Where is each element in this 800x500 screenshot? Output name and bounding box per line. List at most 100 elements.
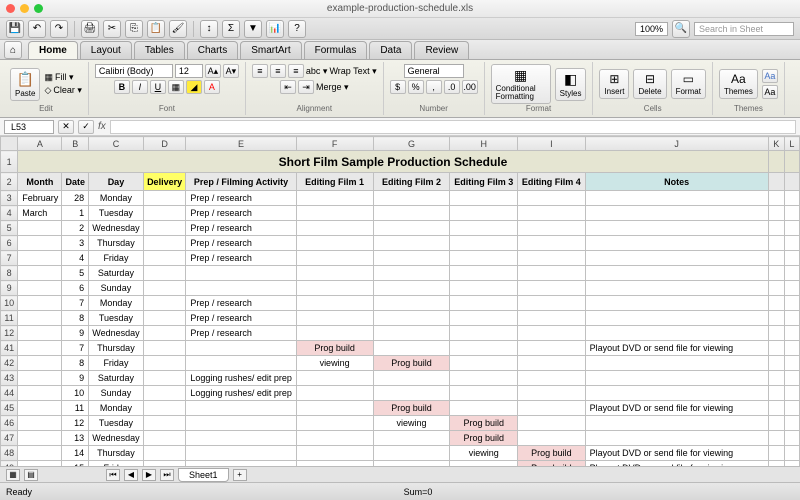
cell[interactable] — [18, 416, 62, 431]
cell[interactable] — [18, 356, 62, 371]
cell[interactable] — [518, 206, 586, 221]
indent-right-button[interactable]: ⇥ — [298, 80, 314, 94]
cell[interactable] — [585, 251, 768, 266]
styles-button[interactable]: ◧Styles — [555, 68, 587, 101]
row-header[interactable]: 7 — [1, 251, 18, 266]
cell[interactable]: viewing — [296, 356, 373, 371]
cell[interactable] — [518, 191, 586, 206]
column-header[interactable]: B — [62, 137, 89, 151]
cell[interactable] — [143, 236, 186, 251]
cell[interactable] — [373, 341, 450, 356]
cell[interactable] — [143, 206, 186, 221]
theme-fonts-button[interactable]: Aa — [762, 85, 778, 99]
column-header[interactable]: L — [784, 137, 799, 151]
ribbon-menu-button[interactable]: ⌂ — [4, 41, 22, 59]
cell[interactable]: 9 — [62, 326, 89, 341]
row-header[interactable]: 45 — [1, 401, 18, 416]
save-button[interactable]: 💾 — [6, 20, 24, 38]
cell[interactable] — [296, 236, 373, 251]
column-header[interactable]: H — [450, 137, 518, 151]
cell[interactable]: 3 — [62, 236, 89, 251]
format-painter-button[interactable]: 🖌 — [169, 20, 187, 38]
cell[interactable] — [186, 416, 296, 431]
cell[interactable] — [450, 236, 518, 251]
cell[interactable] — [450, 326, 518, 341]
cell[interactable]: Prep / research — [186, 191, 296, 206]
cell[interactable] — [450, 386, 518, 401]
cell[interactable] — [18, 281, 62, 296]
cell[interactable] — [373, 281, 450, 296]
tab-tables[interactable]: Tables — [134, 41, 185, 59]
cell[interactable] — [143, 431, 186, 446]
cell[interactable] — [585, 356, 768, 371]
cell[interactable] — [143, 221, 186, 236]
cell[interactable]: 7 — [62, 296, 89, 311]
format-cells-button[interactable]: ▭Format — [671, 69, 706, 99]
cell[interactable] — [296, 371, 373, 386]
cell[interactable] — [450, 356, 518, 371]
cell[interactable]: Playout DVD or send file for viewing — [585, 401, 768, 416]
cell[interactable]: Prep / research — [186, 296, 296, 311]
cell[interactable]: Wednesday — [89, 431, 144, 446]
filter-button[interactable]: ▼ — [244, 20, 262, 38]
zoom-in-button[interactable]: 🔍 — [672, 20, 690, 38]
cell[interactable] — [18, 371, 62, 386]
cell[interactable] — [18, 341, 62, 356]
fill-color-button[interactable]: ◢ — [186, 80, 202, 94]
cell[interactable] — [373, 431, 450, 446]
cell[interactable]: Saturday — [89, 371, 144, 386]
column-header[interactable]: C — [89, 137, 144, 151]
row-header[interactable]: 3 — [1, 191, 18, 206]
cell[interactable] — [296, 221, 373, 236]
cell[interactable] — [143, 251, 186, 266]
cell[interactable] — [518, 416, 586, 431]
cell[interactable] — [373, 236, 450, 251]
cell[interactable]: 4 — [62, 251, 89, 266]
search-input[interactable]: Search in Sheet — [694, 22, 794, 36]
next-sheet-button[interactable]: ▶ — [142, 469, 156, 481]
cell[interactable] — [296, 446, 373, 461]
column-header[interactable]: G — [373, 137, 450, 151]
cell[interactable]: 8 — [62, 356, 89, 371]
cell[interactable] — [373, 326, 450, 341]
prev-sheet-button[interactable]: ◀ — [124, 469, 138, 481]
cell[interactable] — [450, 191, 518, 206]
cell[interactable] — [518, 311, 586, 326]
number-format-select[interactable]: General — [404, 64, 464, 78]
cell[interactable] — [143, 191, 186, 206]
row-header[interactable]: 9 — [1, 281, 18, 296]
themes-button[interactable]: AaThemes — [719, 69, 758, 99]
cell[interactable] — [186, 356, 296, 371]
cell[interactable]: Prep / research — [186, 236, 296, 251]
cell[interactable]: 10 — [62, 386, 89, 401]
paste-button[interactable]: 📋Paste — [10, 68, 40, 101]
cell[interactable] — [373, 371, 450, 386]
row-header[interactable]: 42 — [1, 356, 18, 371]
cell[interactable] — [585, 386, 768, 401]
cell[interactable] — [296, 401, 373, 416]
cell[interactable]: Prep / research — [186, 251, 296, 266]
cell[interactable] — [450, 311, 518, 326]
cell[interactable]: 6 — [62, 281, 89, 296]
row-header[interactable]: 11 — [1, 311, 18, 326]
cell[interactable] — [585, 236, 768, 251]
row-header[interactable]: 8 — [1, 266, 18, 281]
cell[interactable] — [296, 281, 373, 296]
cell[interactable] — [18, 401, 62, 416]
insert-button[interactable]: ⊞Insert — [599, 69, 629, 99]
cell[interactable] — [450, 341, 518, 356]
row-header[interactable]: 44 — [1, 386, 18, 401]
increase-font-button[interactable]: A▴ — [205, 64, 221, 78]
name-box[interactable]: L53 — [4, 120, 54, 134]
cell[interactable] — [18, 221, 62, 236]
sort-button[interactable]: ↕ — [200, 20, 218, 38]
cell[interactable]: 8 — [62, 311, 89, 326]
cell[interactable] — [143, 386, 186, 401]
cell[interactable] — [296, 266, 373, 281]
formula-bar[interactable] — [110, 120, 796, 134]
indent-left-button[interactable]: ⇤ — [280, 80, 296, 94]
cell[interactable]: Friday — [89, 356, 144, 371]
cell[interactable] — [143, 326, 186, 341]
cell[interactable] — [186, 266, 296, 281]
cell[interactable]: Prep / research — [186, 221, 296, 236]
